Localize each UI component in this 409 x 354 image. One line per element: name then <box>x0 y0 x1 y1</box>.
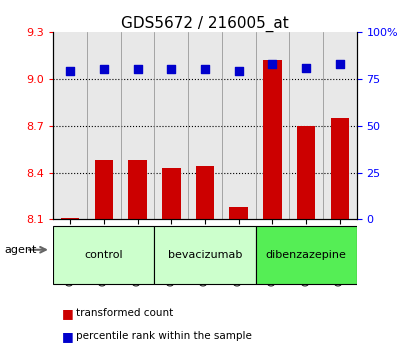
Bar <box>296 126 315 219</box>
Text: ■: ■ <box>61 307 73 320</box>
Point <box>201 67 208 72</box>
Text: transformed count: transformed count <box>76 308 173 318</box>
Text: control: control <box>84 250 123 260</box>
Bar <box>94 160 113 219</box>
Text: agent: agent <box>4 245 36 255</box>
Bar <box>229 207 247 219</box>
Bar <box>61 218 79 219</box>
FancyBboxPatch shape <box>53 226 154 284</box>
Point <box>67 68 73 74</box>
Point <box>268 61 275 67</box>
Bar <box>330 118 348 219</box>
Text: dibenzazepine: dibenzazepine <box>265 250 346 260</box>
Point <box>168 67 174 72</box>
Text: bevacizumab: bevacizumab <box>167 250 242 260</box>
Point <box>134 67 141 72</box>
Point <box>235 68 241 74</box>
Text: ■: ■ <box>61 330 73 343</box>
Bar <box>263 60 281 219</box>
Point <box>302 65 309 70</box>
FancyBboxPatch shape <box>255 226 356 284</box>
FancyBboxPatch shape <box>154 226 255 284</box>
Text: percentile rank within the sample: percentile rank within the sample <box>76 331 251 341</box>
Bar <box>195 166 214 219</box>
Bar <box>128 160 146 219</box>
Point <box>336 61 342 67</box>
Point <box>100 67 107 72</box>
Bar <box>162 168 180 219</box>
Text: GDS5672 / 216005_at: GDS5672 / 216005_at <box>121 16 288 32</box>
